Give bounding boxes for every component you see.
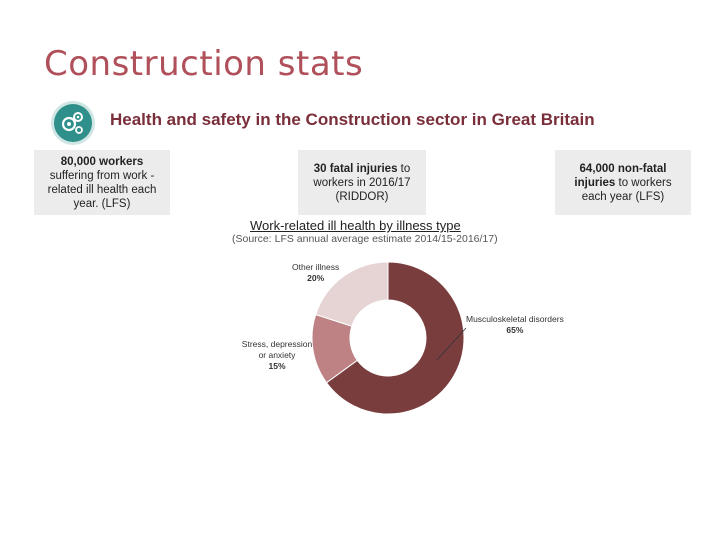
slice-value: 20% — [307, 273, 325, 283]
stat-box-fatal-injuries: 30 fatal injuries to workers in 2016/17 … — [298, 150, 426, 215]
slice-musculoskeletal — [325, 261, 465, 415]
slide-title: Construction stats — [44, 44, 364, 84]
gears-icon — [54, 104, 92, 142]
slice-other — [315, 261, 389, 327]
stat-box-non-fatal-injuries: 64,000 non-fatal injuries to workers eac… — [555, 150, 691, 215]
stat-text: 64,000 non-fatal injuries to workers eac… — [574, 162, 672, 203]
slice-label-other: Other illness 20% — [292, 262, 339, 284]
slice-category: Other illness — [292, 262, 340, 272]
stat-text: 80,000 workers suffering from work - rel… — [47, 155, 157, 210]
chart-subtitle: (Source: LFS annual average estimate 201… — [232, 233, 498, 245]
slice-value: 15% — [268, 361, 286, 371]
leader-line — [436, 327, 467, 361]
slice-category: Musculoskeletal disorders — [466, 314, 564, 324]
chart-title: Work-related ill health by illness type — [250, 218, 461, 233]
slice-category: Stress, depression or anxiety — [241, 339, 313, 360]
slice-label-stress: Stress, depression or anxiety 15% — [238, 339, 316, 372]
stat-box-ill-health: 80,000 workers suffering from work - rel… — [34, 150, 170, 215]
slice-label-musculoskeletal: Musculoskeletal disorders 65% — [466, 314, 564, 336]
banner-title: Health and safety in the Construction se… — [110, 110, 595, 129]
stat-text: 30 fatal injuries to workers in 2016/17 … — [313, 162, 411, 203]
slice-value: 65% — [506, 325, 524, 335]
